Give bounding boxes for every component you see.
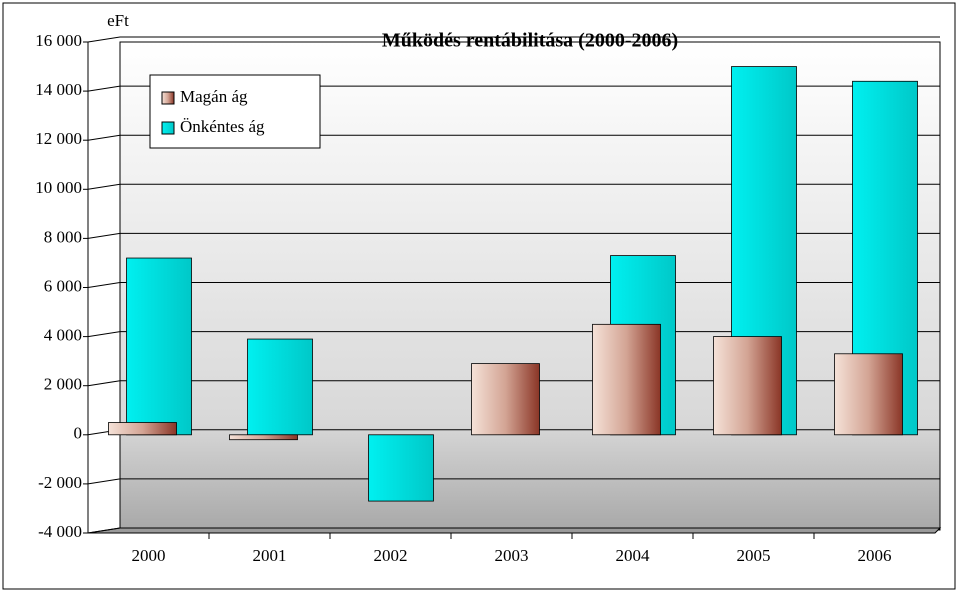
bar <box>471 363 540 436</box>
legend-swatch <box>161 91 175 105</box>
y-tick-label: 14 000 <box>35 80 82 99</box>
y-tick-label: -2 000 <box>38 473 82 492</box>
x-tick-label: 2004 <box>616 546 651 565</box>
x-tick-label: 2003 <box>495 546 529 565</box>
y-tick-label: 2 000 <box>44 375 82 394</box>
grid-line <box>87 85 940 92</box>
chart-title: Működés rentábilitása (2000-2006) <box>382 30 678 52</box>
x-tick-label: 2001 <box>253 546 287 565</box>
grid-line <box>87 183 940 190</box>
bar <box>229 434 298 441</box>
legend-box <box>149 74 321 149</box>
x-tick-label: 2002 <box>374 546 408 565</box>
bar <box>834 353 903 436</box>
x-tick-label: 2006 <box>858 546 892 565</box>
y-tick-label: 6 000 <box>44 276 82 295</box>
grid-line <box>87 478 940 485</box>
bars <box>108 66 918 502</box>
x-tick-label: 2005 <box>737 546 771 565</box>
legend-swatch <box>161 121 175 135</box>
bar <box>108 422 177 436</box>
bar <box>592 323 661 436</box>
floor <box>87 527 942 534</box>
bar <box>713 336 782 436</box>
x-tick-label: 2000 <box>132 546 166 565</box>
bar <box>368 434 434 502</box>
grid-line <box>87 232 940 239</box>
grid-line <box>87 527 940 534</box>
y-tick-label: 8 000 <box>44 227 82 246</box>
legend: Magán ág Önkéntes ág <box>149 74 321 149</box>
y-tick-label: 0 <box>74 424 83 443</box>
legend-label: Magán ág <box>180 87 248 106</box>
y-tick-label: 16 000 <box>35 31 82 50</box>
grid-line <box>87 36 940 43</box>
bar <box>247 338 313 436</box>
bar <box>126 257 192 436</box>
y-tick-label: 4 000 <box>44 326 82 345</box>
grid-line <box>87 134 940 141</box>
y-tick-label: -4 000 <box>38 522 82 541</box>
y-tick-label: 12 000 <box>35 129 82 148</box>
y-tick-label: 10 000 <box>35 178 82 197</box>
legend-label: Önkéntes ág <box>180 117 265 136</box>
y-axis-title: eFt <box>107 11 129 30</box>
